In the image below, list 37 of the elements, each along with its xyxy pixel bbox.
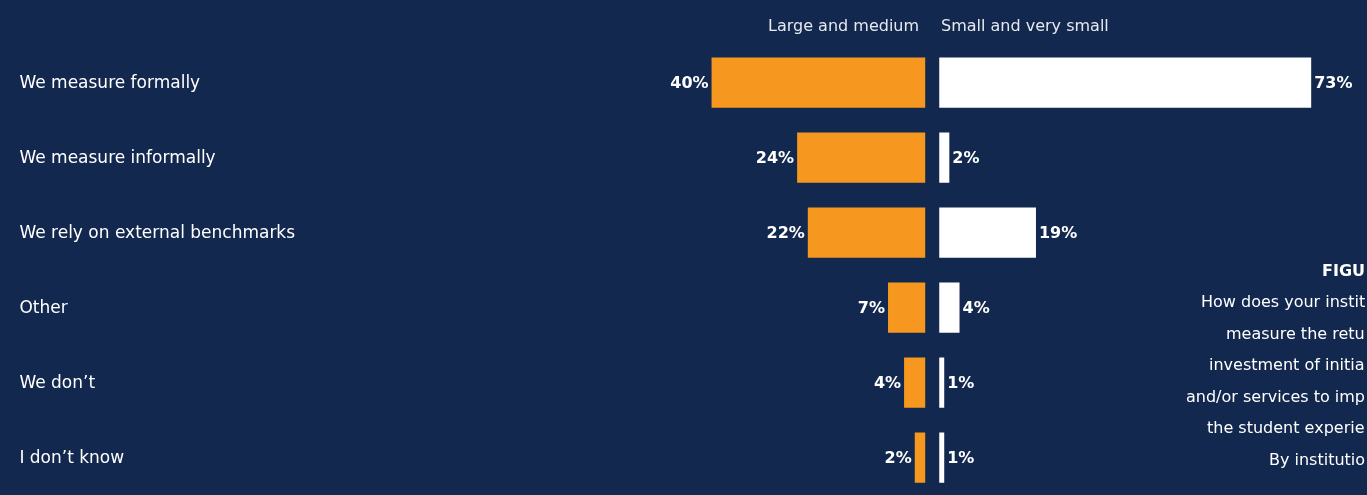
data-label: 7% <box>857 298 886 318</box>
text: FIGU <box>1322 261 1366 280</box>
y-tick-label: We measure informally <box>19 147 216 168</box>
annotation: the student experie <box>1207 418 1365 437</box>
data-label: 19% <box>1038 223 1078 243</box>
chart-title: Small and very small <box>941 16 1109 35</box>
data-label: 1% <box>947 448 975 468</box>
data-label: 24% <box>755 148 795 168</box>
y-tick-label: We don’t <box>19 372 96 393</box>
annotation: and/or services to imp <box>1186 387 1366 406</box>
bar <box>939 57 1312 108</box>
data-label: 40% <box>670 73 709 93</box>
bar <box>939 207 1036 258</box>
data-label: 4% <box>962 298 990 318</box>
bar <box>939 132 950 183</box>
data-label: 1% <box>947 373 975 393</box>
y-tick-label: Other <box>19 297 68 318</box>
bar <box>904 357 926 408</box>
data-label: 22% <box>766 223 805 243</box>
annotation: How does your instit <box>1201 292 1366 311</box>
bar <box>797 132 926 183</box>
bar <box>939 282 960 333</box>
y-tick-label: We measure formally <box>19 72 201 93</box>
bar <box>888 282 926 333</box>
annotation: measure the retu <box>1226 324 1365 343</box>
data-label: 2% <box>884 448 912 468</box>
bar <box>914 432 926 483</box>
y-tick-label: I don’t know <box>19 447 125 468</box>
data-label: 2% <box>952 148 980 168</box>
y-tick-label: We rely on external benchmarks <box>19 222 296 243</box>
chart-title: Large and medium <box>768 16 920 35</box>
annotation: investment of initia <box>1209 355 1365 374</box>
annotation: By institutio <box>1269 450 1366 469</box>
bar <box>807 207 926 258</box>
data-label: 73% <box>1314 73 1353 93</box>
data-label: 4% <box>873 373 902 393</box>
bar <box>711 57 926 108</box>
